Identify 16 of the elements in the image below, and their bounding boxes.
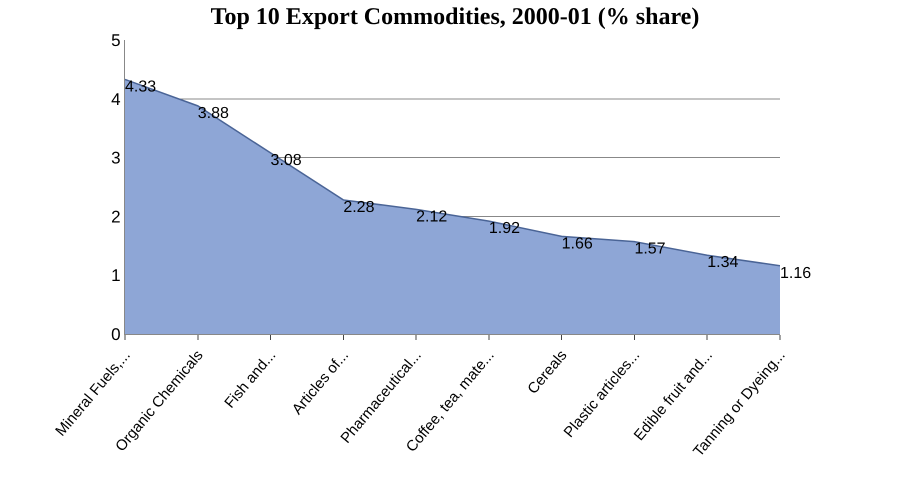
y-tick-label: 1	[111, 266, 121, 286]
data-label: 1.34	[707, 254, 738, 272]
data-label: 1.16	[780, 264, 812, 282]
data-label: 2.28	[343, 198, 375, 216]
data-label: 4.33	[125, 78, 156, 96]
data-label: 2.12	[416, 208, 448, 226]
y-tick-label: 4	[111, 90, 121, 109]
data-label: 1.66	[562, 235, 593, 252]
y-tick-label: 3	[111, 148, 121, 168]
chart-title: Top 10 Export Commodities, 2000-01 (% share)	[210, 4, 700, 30]
y-tick-label: 0	[111, 324, 121, 344]
data-label: 3.08	[270, 152, 302, 169]
data-label: 1.57	[634, 240, 666, 258]
y-tick-label: 2	[111, 207, 121, 226]
data-label: 1.92	[488, 220, 520, 238]
y-tick-label: 5	[111, 30, 121, 50]
